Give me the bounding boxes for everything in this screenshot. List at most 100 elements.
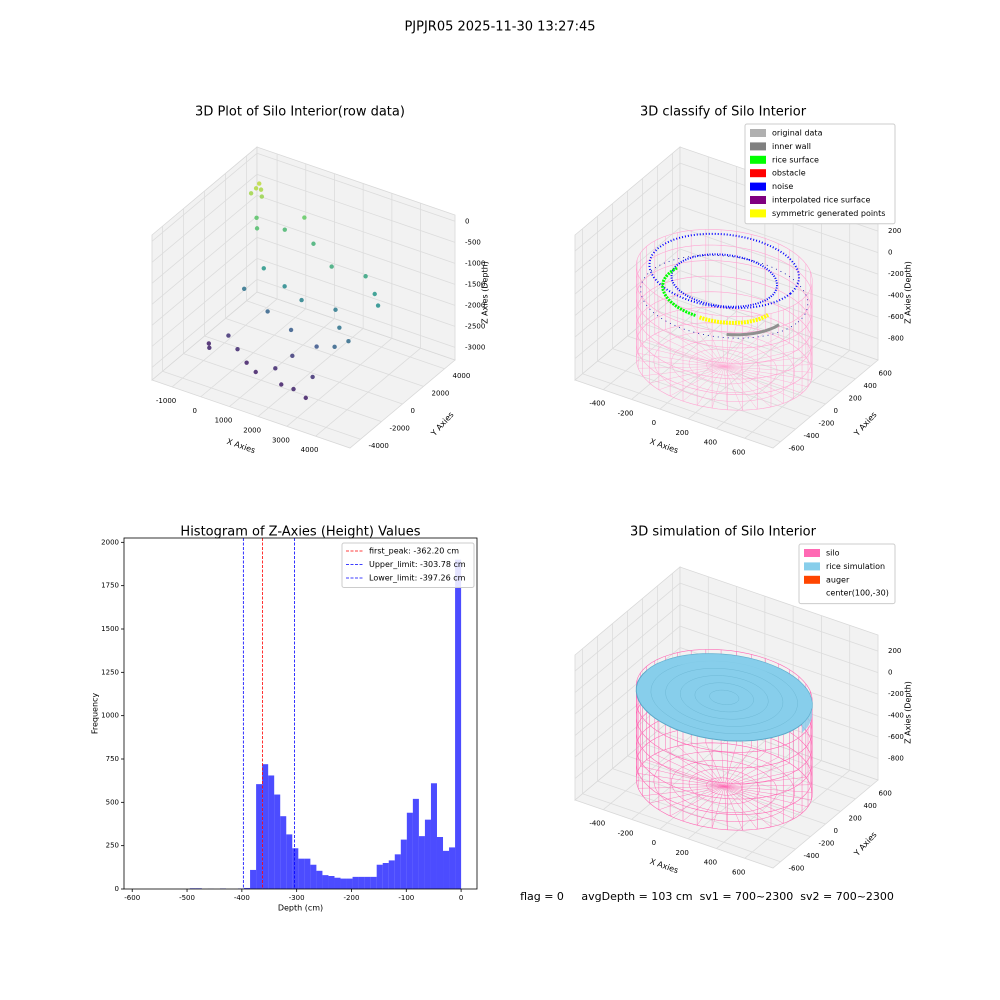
silo-spoke: [654, 754, 725, 787]
silo-spoke: [724, 331, 766, 367]
y-tick-label: 600: [879, 789, 892, 797]
x-tick-label: 0: [652, 839, 656, 847]
data-point: [261, 266, 266, 271]
silo-spoke: [724, 366, 743, 411]
data-point: [254, 215, 259, 220]
data-point: [235, 346, 240, 352]
silo-spoke: [724, 786, 743, 831]
data-point: [282, 284, 287, 289]
silo-spoke: [677, 745, 725, 787]
legend-swatch: [750, 196, 766, 204]
rice-mesh: [709, 689, 740, 705]
silo-spoke: [724, 747, 752, 787]
silo-spoke: [636, 360, 725, 367]
y-tick-label: -4000: [369, 442, 389, 450]
grid-line: [151, 279, 258, 368]
silo-spoke: [682, 786, 725, 822]
histogram-bar: [256, 784, 263, 889]
legend-frame: [341, 542, 475, 588]
grid-line: [642, 323, 841, 392]
rice-side: [646, 653, 813, 733]
grid-line: [679, 270, 879, 339]
silo-spoke: [724, 769, 799, 787]
z-tick-label: 0: [465, 217, 469, 225]
grid-line: [657, 730, 856, 800]
silo-spoke: [682, 366, 725, 402]
histogram-bar: [280, 816, 287, 889]
y-tick-label: 2000: [101, 538, 119, 546]
legend-swatch: [750, 169, 766, 178]
silo-spoke: [724, 786, 813, 793]
histogram-bar: [346, 878, 353, 889]
status-footer: flag = 0 avgDepth = 103 cm sv1 = 700~230…: [520, 890, 894, 903]
data-point: [372, 291, 377, 297]
data-point: [329, 264, 334, 269]
legend-label: auger: [826, 575, 850, 584]
histogram-bar: [286, 834, 293, 889]
histogram-bar: [304, 858, 311, 889]
legend-label: inner wall: [772, 142, 811, 151]
histogram-bar: [370, 876, 377, 889]
grid-line: [597, 360, 796, 430]
grid-line: [679, 604, 879, 673]
data-point: [279, 382, 284, 387]
noise-ring: [670, 253, 778, 308]
data-point: [363, 274, 368, 279]
silo-spoke: [665, 749, 725, 787]
silo-spoke: [724, 786, 809, 808]
silo-spoke: [724, 366, 758, 410]
silo-spoke: [724, 366, 812, 380]
grid-line: [256, 279, 456, 348]
grid-line: [657, 310, 856, 380]
histogram-bar: [436, 837, 444, 889]
silo-spoke: [724, 336, 779, 367]
data-point: [254, 226, 260, 231]
silo-spoke: [720, 743, 725, 787]
data-point: [253, 369, 258, 375]
sym-ring: [698, 313, 770, 325]
y-tick-label: 250: [106, 842, 119, 850]
x-tick-label: 0: [193, 407, 197, 415]
silo-spoke: [637, 353, 725, 367]
silo-spoke: [724, 349, 799, 367]
legend-swatch: [804, 549, 820, 557]
silo-spoke: [724, 342, 790, 367]
y-tick-label: -600: [789, 865, 805, 873]
silo-spoke: [649, 786, 725, 804]
grid-line: [642, 743, 841, 812]
x-tick-label: -400: [589, 820, 605, 828]
grid-line: [151, 152, 258, 242]
silo-spoke: [642, 786, 725, 797]
chart-title: 3D classify of Silo Interior: [640, 105, 807, 120]
silo-spoke: [705, 742, 725, 787]
y-tick-label: 0: [115, 885, 119, 893]
y-tick-label: -200: [819, 420, 835, 428]
y-tick-label: 200: [849, 814, 862, 822]
histogram-bar: [394, 854, 401, 889]
grid-line: [679, 625, 879, 695]
y-tick-label: 500: [106, 798, 119, 806]
silo-spoke: [636, 780, 725, 787]
silo-spoke: [646, 759, 725, 787]
x-tick-label: 4000: [301, 446, 319, 454]
x-tick-label: 200: [675, 849, 688, 857]
z-tick-label: -800: [888, 755, 904, 763]
legend-label: symmetric generated points: [772, 209, 885, 218]
z-tick-label: -400: [888, 712, 904, 720]
legend-label: rice surface: [772, 155, 819, 164]
data-point: [314, 344, 319, 349]
histogram-bar: [268, 775, 275, 889]
legend-swatch: [750, 182, 766, 191]
y-tick-label: 1250: [101, 668, 119, 676]
grid-line: [574, 162, 681, 252]
legend: original data inner wall rice surface obsta…: [744, 123, 896, 225]
legend-label: center(100,-30): [826, 589, 889, 598]
z-tick-label: -2000: [465, 301, 485, 309]
rice-mesh: [665, 668, 784, 727]
z-tick-label: -400: [888, 292, 904, 300]
data-point: [332, 344, 337, 350]
z-tick-label: 0: [888, 249, 892, 257]
data-point: [253, 186, 259, 191]
silo-spoke: [724, 762, 790, 787]
chart-title: 3D Plot of Silo Interior(row data): [195, 105, 405, 120]
